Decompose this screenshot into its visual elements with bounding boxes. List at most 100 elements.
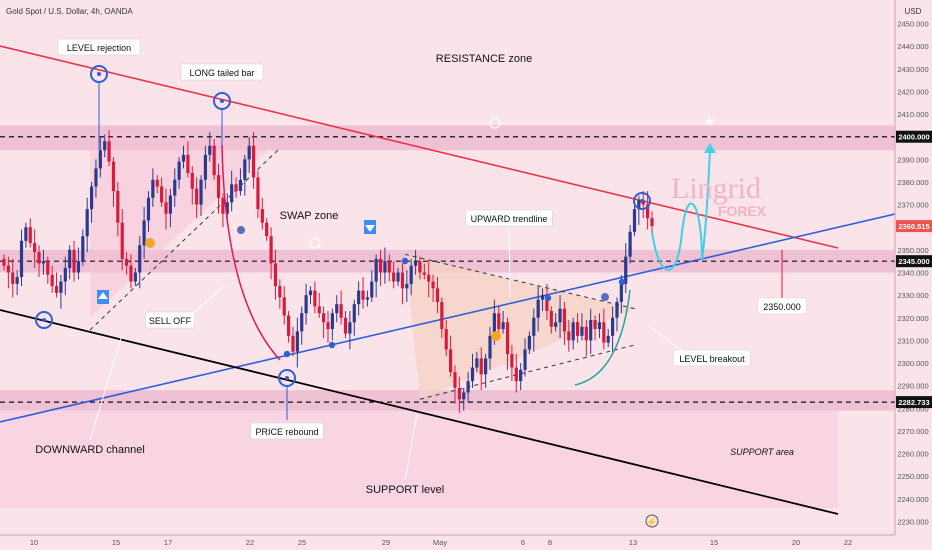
upward-trendline-label-box [465,209,553,227]
time-tick-label: 10 [30,538,38,547]
trendline-touch-dot [283,350,291,358]
pivot-circle [35,311,53,329]
candle-body [457,387,461,400]
candle-body [624,256,628,284]
candle-body [497,313,501,330]
candle-body [383,261,387,273]
candle-body [160,186,164,203]
candle-body [212,145,216,176]
candle-body [177,161,181,180]
time-tick-label: 22 [844,538,852,547]
candle-body [575,322,580,336]
candle-body [326,322,330,330]
candle-body [33,243,37,253]
target-price-label: 2350.000 [763,302,801,312]
candle-body [155,179,159,187]
candle-body [448,349,453,373]
price-tick-label: 2230.000 [897,517,928,526]
candle-body [580,326,584,336]
candle-body [374,258,378,282]
candle-body [225,202,229,214]
triangle-shade [405,254,635,400]
price-tick-label: 2430.000 [897,65,928,74]
level-tag-2282-bg [896,396,932,409]
time-tick-label: 13 [629,538,637,547]
price-rebound-label: PRICE rebound [255,427,318,437]
price-tick-label: 2320.000 [897,314,928,323]
candle-body [2,258,6,266]
candle-body [619,283,623,302]
level-tag-2400: 2400.000 [898,133,929,142]
candle-body [475,358,479,368]
pivot-dot [42,318,46,322]
candle-body [28,227,32,244]
candle-body [554,322,558,327]
candle-body [322,313,326,323]
price-tick-label: 2390.000 [897,155,928,164]
candle-body [514,367,518,382]
candle-body [89,186,94,210]
candle-body [85,209,89,237]
watermark-sub: FOREX [718,203,767,219]
info-circle-icon [309,237,321,249]
trendline-touch-dot [544,294,552,302]
resistance-zone-label: RESISTANCE zone [436,53,532,65]
lightning-glyph: ⚡ [646,516,657,528]
price-tick-label: 2280.000 [897,404,928,413]
candle-body [444,329,448,350]
swap-zone-label: SWAP zone [280,210,339,222]
candle-body [282,297,286,316]
rocket-marker [237,226,245,234]
candle-body [151,179,155,198]
candle-body [567,331,571,341]
upward-trendline [0,213,896,423]
candle-body [190,172,194,189]
idea-marker [491,331,501,341]
candle-body [103,141,107,151]
projection-arrowhead [704,143,716,153]
support-area-shade [0,410,838,508]
time-tick-label: 15 [112,538,120,547]
candle-body [238,179,243,192]
candle-body [488,335,492,359]
breakout-arrow [574,289,631,386]
candle-body [46,261,50,275]
trendline-touch-dot [401,257,409,265]
candle-body [278,286,282,298]
candle-body [558,308,562,323]
candle-body [317,306,321,314]
candle-body [400,272,405,289]
time-tick-label: 15 [710,538,718,547]
candle-body [523,349,527,370]
pivot-dot [640,199,644,203]
price-tick-label: 2340.000 [897,269,928,278]
candle-body [470,367,475,382]
candle-body [59,281,63,293]
candle-body [164,202,168,214]
candle-body [76,261,81,273]
time-tick-label: 8 [548,538,552,547]
candle-body [308,290,313,296]
candle-body [484,358,488,375]
price-tick-label: 2350.000 [897,246,928,255]
candle-body [501,322,505,330]
pivot-dot [285,376,289,380]
price-tick-label: 2260.000 [897,450,928,459]
symbol-title: Gold Spot / U.S. Dollar, 4h, OANDA [6,7,133,16]
candle-body [387,261,391,273]
candle-body [392,272,396,282]
candle-body [536,299,540,318]
candle-body [597,322,602,330]
candle-body [343,317,348,334]
candle-body [120,222,124,259]
candle-body [208,145,212,155]
candle-body [422,272,426,275]
current-price-tag: 2360.515 [898,222,929,231]
candle-body [632,209,637,232]
selloff-pointer [189,284,226,317]
idea-marker [145,238,155,248]
candle-body [111,161,116,192]
candle-body [265,222,269,237]
candle-body [593,320,597,330]
